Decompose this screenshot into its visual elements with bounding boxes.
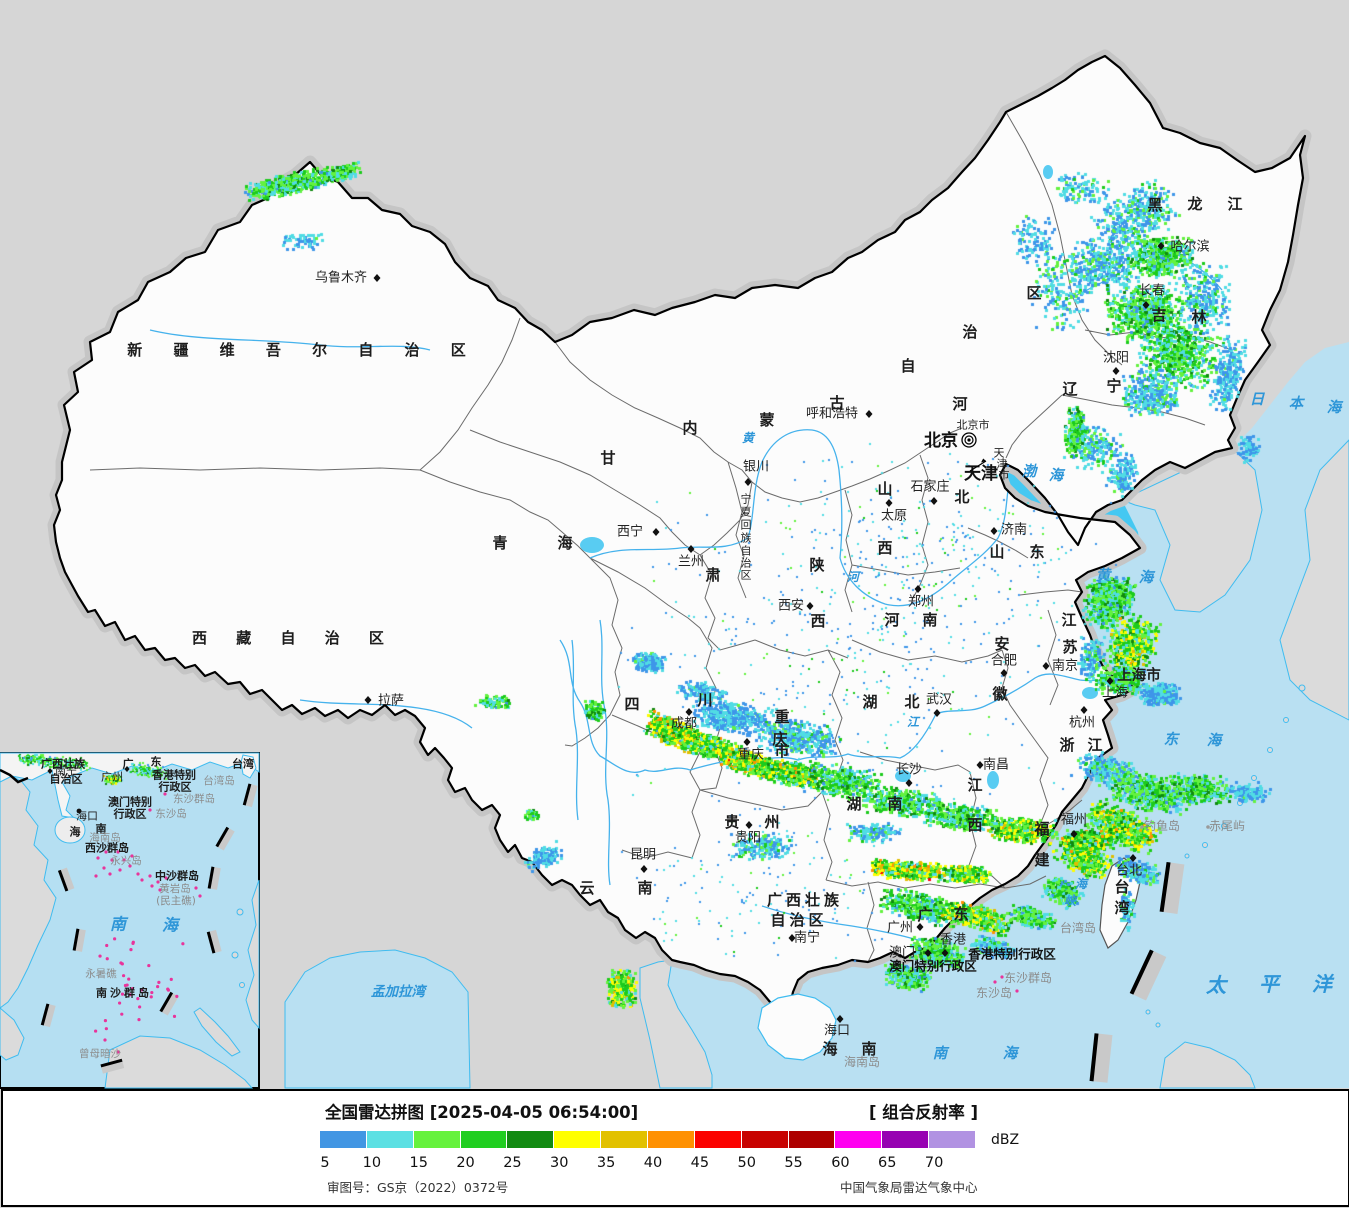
- reef-dot: [102, 866, 106, 870]
- reef-dot: [108, 872, 112, 876]
- reef-dot: [128, 993, 132, 997]
- reef-dot: [166, 987, 170, 991]
- reef-dot: [103, 1019, 108, 1023]
- reef-dot: [194, 886, 198, 890]
- colorbar-seg-15: [413, 1131, 460, 1148]
- reef-dot: [198, 894, 202, 898]
- colorbar-tick: 55: [784, 1155, 803, 1171]
- colorbar-seg-55: [788, 1131, 835, 1148]
- reef-dot: [116, 1050, 120, 1054]
- reef-dot: [117, 1001, 122, 1005]
- colorbar-seg-70: [929, 1131, 975, 1148]
- colorbar-seg-5: [320, 1131, 366, 1148]
- bay-of-bengal: [284, 949, 471, 1089]
- reef-dot: [148, 874, 152, 878]
- map-approval-number: 审图号：GS京（2022）0372号: [327, 1180, 509, 1195]
- colorbar-seg-30: [554, 1131, 601, 1148]
- colorbar-seg-20: [460, 1131, 507, 1148]
- reef-dot: [150, 990, 154, 995]
- colorbar-tick: 40: [643, 1155, 663, 1171]
- south-china-sea-inset: [0, 752, 260, 1089]
- reef-dot: [125, 983, 129, 987]
- reef-dot: [169, 977, 173, 981]
- reef-dot: [175, 994, 179, 998]
- product-label: [ 组合反射率 ]: [869, 1103, 979, 1122]
- colorbar-tick: 30: [550, 1155, 569, 1171]
- colorbar-seg-60: [835, 1131, 882, 1148]
- colorbar-tick: 10: [362, 1155, 382, 1171]
- agency-credit: 中国气象局雷达气象中心: [840, 1180, 978, 1195]
- map-title: 全国雷达拼图 [2025-04-05 06:54:00]: [325, 1103, 639, 1122]
- colorbar-tick: 45: [690, 1155, 710, 1171]
- reef-dot: [158, 888, 162, 892]
- reef-dot: [120, 1012, 124, 1016]
- reef-dot: [164, 876, 168, 880]
- reef-dot: [128, 864, 132, 868]
- legend-panel: 全国雷达拼图 [2025-04-05 06:54:00] [ 组合反射率 ] d…: [1, 1089, 1349, 1207]
- reef-dot: [140, 988, 144, 992]
- colorbar-seg-25: [507, 1131, 554, 1148]
- reef-dot: [98, 954, 102, 958]
- reef-dot: [116, 850, 120, 854]
- reef-dot: [110, 858, 114, 862]
- colorbar-tick: 70: [924, 1155, 944, 1171]
- inset-hainan: [54, 816, 86, 844]
- reef-dot: [104, 850, 108, 854]
- colorbar-tick: 50: [737, 1155, 756, 1171]
- reef-dot: [181, 942, 185, 946]
- reef-dot: [137, 1018, 141, 1022]
- reef-dot: [104, 1027, 108, 1031]
- reef-dot: [120, 962, 124, 966]
- colorbar-tick: 20: [456, 1155, 475, 1171]
- reef-dot: [96, 856, 100, 860]
- colorbar-seg-10: [366, 1131, 413, 1148]
- reef-dot: [156, 880, 160, 884]
- colorbar-tick: 65: [878, 1155, 897, 1171]
- reef-dot: [136, 872, 140, 876]
- colorbar-seg-50: [741, 1131, 788, 1148]
- reef-dot: [149, 995, 153, 999]
- colorbar-seg-35: [601, 1131, 647, 1148]
- colorbar-tick: 15: [409, 1155, 428, 1171]
- reef-dot: [121, 974, 126, 978]
- reef-dot: [130, 987, 135, 991]
- reef-dot: [127, 977, 131, 981]
- dbz-colorbar: [320, 1131, 976, 1148]
- reef-dot: [138, 1005, 142, 1009]
- colorbar-tick: 35: [596, 1155, 616, 1171]
- reef-dot: [113, 937, 117, 941]
- colorbar-tick: 5: [320, 1155, 330, 1171]
- reef-dot: [140, 878, 144, 882]
- colorbar-seg-45: [694, 1131, 741, 1148]
- reef-dot: [105, 957, 109, 961]
- reef-dot: [148, 808, 152, 812]
- reef-dot: [136, 997, 140, 1001]
- colorbar-seg-40: [648, 1131, 694, 1148]
- reef-dot: [163, 792, 167, 796]
- dbz-units-label: dBZ: [991, 1132, 1020, 1148]
- reef-dot: [156, 984, 160, 989]
- reef-dot: [129, 948, 133, 952]
- reef-dot: [130, 854, 134, 858]
- reef-dot: [105, 943, 109, 948]
- reef-dot: [94, 874, 98, 878]
- reef-dot: [157, 980, 161, 984]
- reef-dot: [94, 1029, 98, 1033]
- reef-dot: [120, 992, 125, 996]
- reef-dot: [147, 963, 151, 968]
- colorbar-seg-65: [882, 1131, 929, 1148]
- reef-dot: [103, 1038, 107, 1042]
- reef-dot: [172, 1014, 177, 1018]
- reef-dot: [131, 941, 135, 945]
- colorbar-tick: 25: [503, 1155, 522, 1171]
- reef-dot: [122, 858, 126, 862]
- reef-dot: [118, 868, 122, 872]
- reef-dot: [150, 884, 154, 888]
- colorbar-tick: 60: [831, 1155, 850, 1171]
